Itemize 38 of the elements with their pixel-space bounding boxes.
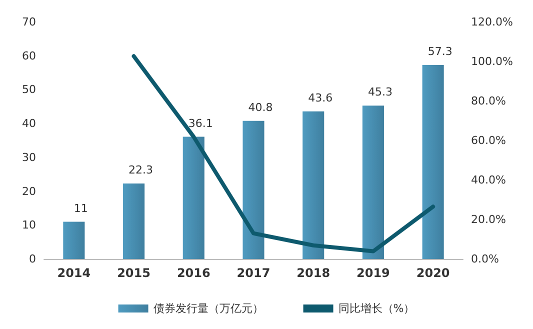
bar: [63, 222, 85, 259]
bar: [302, 111, 324, 259]
bar: [123, 184, 145, 259]
y-tick-label: 70: [22, 16, 36, 28]
y-tick-label: 20: [22, 184, 36, 198]
y2-tick-label: 40.0%: [471, 174, 506, 186]
bar: [422, 65, 444, 259]
y-tick-label: 60: [22, 49, 36, 62]
x-tick-label: 2018: [296, 266, 330, 280]
x-tick-label: 2015: [117, 266, 150, 280]
legend-label: 同比增长（%）: [338, 302, 415, 315]
y2-tick-label: 80.0%: [471, 94, 506, 108]
text: 57.3: [428, 45, 452, 58]
text: 40.8: [248, 100, 273, 114]
x-tick-label: 2016: [176, 266, 210, 280]
y-tick-label: 30: [22, 150, 36, 164]
y2-tick-label: 0.0%: [471, 252, 499, 266]
bar: [362, 106, 384, 259]
y2-tick-label: 100.0%: [471, 55, 513, 68]
bar: [242, 120, 264, 259]
y-tick-label: 0: [29, 252, 36, 266]
y-tick-label: 40: [22, 117, 36, 130]
y2-tick-label: 120.0%: [471, 16, 513, 28]
x-tick-label: 2020: [416, 266, 450, 280]
text: 22.3: [128, 164, 154, 176]
text: 43.6: [308, 91, 333, 104]
x-tick-label: 2019: [356, 266, 390, 280]
bar: [182, 136, 204, 259]
text: 45.3: [368, 86, 392, 99]
y2-tick-label: 20.0%: [471, 213, 506, 226]
y2-tick-label: 60.0%: [471, 134, 506, 147]
y-tick-label: 10: [22, 218, 36, 232]
x-tick-label: 2014: [57, 266, 91, 280]
legend-label: 债券发行量（万亿元）: [153, 302, 264, 315]
y-tick-label: 50: [22, 83, 36, 96]
text: 11: [74, 202, 88, 215]
text: 36.1: [188, 116, 213, 130]
x-tick-label: 2017: [236, 266, 270, 280]
